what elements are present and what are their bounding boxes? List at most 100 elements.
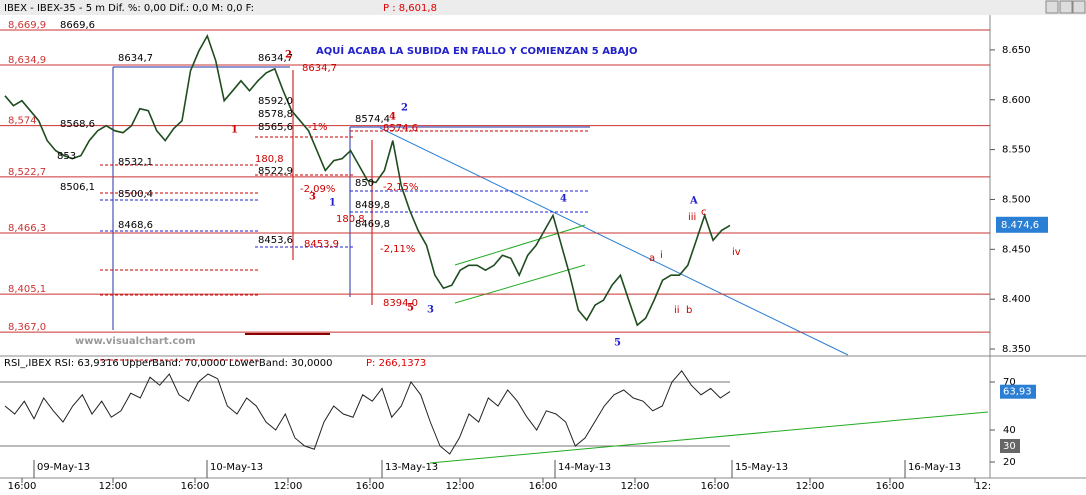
annotation: 8469,8 xyxy=(355,219,390,230)
date-label: 16-May-13 xyxy=(908,462,961,473)
annotation: 8394,0 xyxy=(383,298,418,309)
x-tick-label: 12:00 xyxy=(621,481,650,492)
x-tick-label: 16:00 xyxy=(181,481,210,492)
y-tick-label: 8.400 xyxy=(1002,294,1031,305)
y-tick-label: 8.650 xyxy=(1002,45,1031,56)
annotation: c xyxy=(701,207,707,218)
annotation: 8453,9 xyxy=(304,239,339,250)
annotation: 8568,6 xyxy=(60,119,95,130)
x-tick-label: 16:00 xyxy=(356,481,385,492)
annotation: i xyxy=(660,250,663,261)
annotation: 8578,8 xyxy=(258,109,293,120)
annotation: -2,11% xyxy=(380,244,415,255)
maximize-button[interactable] xyxy=(1059,0,1073,14)
channel-line xyxy=(454,224,586,266)
level-label: 8,367,0 xyxy=(8,322,46,333)
annotation: 8634,7 xyxy=(118,53,153,64)
annotation: ii xyxy=(674,305,680,316)
last-price-label: 8.474,6 xyxy=(1001,220,1039,231)
x-tick-label: 16:00 xyxy=(876,481,905,492)
level-label: 8,522,7 xyxy=(8,167,46,178)
y-tick-label: 8.450 xyxy=(1002,244,1031,255)
annotation: 8532,1 xyxy=(118,157,153,168)
rsi-header: RSI_,IBEX RSI: 63,9316 UpperBand: 70,000… xyxy=(4,358,332,369)
date-label: 09-May-13 xyxy=(37,462,90,473)
y-tick-label: 70 xyxy=(1003,377,1016,388)
header-price: P : 8,601,8 xyxy=(383,3,437,14)
annotation: 1 xyxy=(231,125,238,136)
annotation: 4 xyxy=(389,112,396,123)
annotation: a xyxy=(649,253,655,264)
date-label: 10-May-13 xyxy=(210,462,263,473)
annotation: 180,8 xyxy=(255,154,284,165)
x-tick-label: 12:00 xyxy=(446,481,475,492)
x-tick-label: 16:00 xyxy=(701,481,730,492)
level-label: 8,574 xyxy=(8,116,37,127)
y-tick-label: 8.350 xyxy=(1002,344,1031,355)
band-box xyxy=(1000,439,1020,453)
annotation: 3 xyxy=(309,192,316,203)
annotation: b xyxy=(686,305,692,316)
date-label: 13-May-13 xyxy=(385,462,438,473)
last-rsi-label: 63,93 xyxy=(1003,387,1032,398)
last-price-box xyxy=(996,216,1048,233)
annotation: 8574,6 xyxy=(383,123,418,134)
last-rsi-box xyxy=(1000,384,1036,399)
annotation: 8574,4 xyxy=(355,114,390,125)
annotation: 850 xyxy=(355,178,374,189)
annotation: -1% xyxy=(308,122,327,133)
annotation: iv xyxy=(732,247,741,258)
header-bar xyxy=(0,0,1086,15)
annotation: 8565,6 xyxy=(258,122,293,133)
y-tick-label: 8.500 xyxy=(1002,194,1031,205)
annotation: AQUÍ ACABA LA SUBIDA EN FALLO Y COMIENZA… xyxy=(316,44,638,57)
y-tick-label: 8.550 xyxy=(1002,145,1031,156)
annotation: 5 xyxy=(407,303,414,314)
annotation: 8468,6 xyxy=(118,220,153,231)
x-tick-label: 12: xyxy=(975,481,991,492)
rsi-header-price: P: 266,1373 xyxy=(366,358,426,369)
annotation: 180,8 xyxy=(336,214,365,225)
annotation: A xyxy=(689,196,698,207)
price-line xyxy=(4,33,731,327)
annotation: 8522,9 xyxy=(258,166,293,177)
x-tick-label: 12:00 xyxy=(274,481,303,492)
x-tick-label: 16:00 xyxy=(529,481,558,492)
date-label: 15-May-13 xyxy=(735,462,788,473)
annotation: 8500,4 xyxy=(118,189,153,200)
x-tick-label: 12:00 xyxy=(99,481,128,492)
annotation: 8506,1 xyxy=(60,182,95,193)
annotation: 4 xyxy=(560,194,567,205)
annotation: 5 xyxy=(614,338,621,349)
minimize-button[interactable] xyxy=(1045,0,1059,14)
annotation: -2,15% xyxy=(383,182,418,193)
channel-line xyxy=(454,264,586,304)
level-label: 8,669,9 xyxy=(8,20,46,31)
level-label: 8,466,3 xyxy=(8,223,46,234)
x-tick-label: 12:00 xyxy=(796,481,825,492)
band-box-label: 30 xyxy=(1003,441,1016,452)
annotation: 8453,6 xyxy=(258,235,293,246)
close-button[interactable] xyxy=(1072,0,1086,14)
annotation: 853 xyxy=(57,151,76,162)
annotation: 8634,7 xyxy=(302,63,337,74)
annotation: 2 xyxy=(285,50,292,61)
y-tick-label: 20 xyxy=(1003,457,1016,468)
rsi-trend-line xyxy=(429,411,989,464)
annotation: 2 xyxy=(401,103,408,114)
y-tick-label: 8.600 xyxy=(1002,95,1031,106)
y-tick-label: 40 xyxy=(1003,425,1016,436)
annotation: 8634,7 xyxy=(258,53,293,64)
annotation: 8489,8 xyxy=(355,200,390,211)
annotation: www.visualchart.com xyxy=(75,336,196,347)
x-tick-label: 16:00 xyxy=(8,481,37,492)
annotation: 8669,6 xyxy=(60,20,95,31)
trend-line xyxy=(379,127,849,356)
annotation: -2,09% xyxy=(300,184,335,195)
rsi-line xyxy=(4,369,731,455)
annotation: 1 xyxy=(329,198,336,209)
annotation: 8592,0 xyxy=(258,96,293,107)
annotation: 3 xyxy=(427,305,434,316)
